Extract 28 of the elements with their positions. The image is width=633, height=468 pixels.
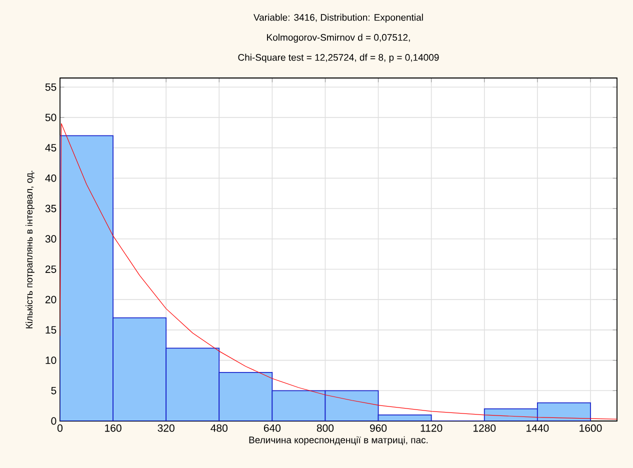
y-axis-title: Кількість потраплянь в інтервал, од. [26,170,34,328]
y-tick-label: 0 [51,417,56,425]
y-tick-label: 10 [46,356,56,364]
x-tick-label: 1120 [420,424,442,432]
x-tick-label: 800 [316,424,334,432]
x-tick-label: 0 [57,424,62,432]
y-tick-label: 20 [45,296,56,304]
x-tick-label: 640 [264,424,281,432]
y-tick-label: 30 [45,235,56,243]
y-tick-label: 5 [51,386,56,394]
y-tick-label: 15 [46,326,56,334]
x-tick-label: 160 [105,424,122,432]
chart-title: Variable: 3416, Distribution: Exponential [254,14,423,23]
x-tick-label: 320 [158,424,174,432]
x-tick-label: 1280 [474,424,496,432]
y-tick-label: 55 [45,83,56,91]
chart-subtitle: Kolmogorov-Smirnov d = 0,07512, [267,34,410,43]
x-tick-label: 1440 [526,424,549,432]
x-tick-label: 1600 [580,424,602,432]
text: Chi-Square test = 12,25724, df = 8, p = 0,14009 [238,54,439,63]
y-tick-label: 25 [45,266,56,273]
x-tick-label: 480 [210,424,228,432]
y-tick-label: 45 [45,144,56,152]
y-tick-label: 50 [45,114,56,122]
y-tick-label: 35 [45,204,56,212]
y-tick-label: 40 [45,174,56,182]
x-tick-label: 960 [370,424,387,432]
x-axis-title: Величина кореспонденції в матриці, пас. [249,436,428,446]
